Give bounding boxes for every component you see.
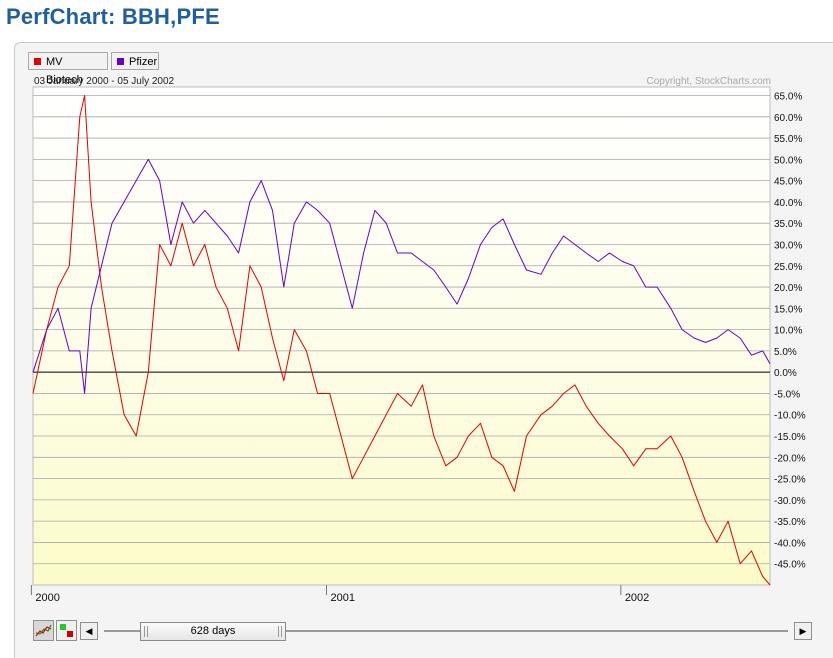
chart-toolbar: ◀ 628 days ▶ [0,620,833,648]
y-tick-label: 20.0% [774,283,802,294]
scroll-thumb[interactable]: 628 days [140,622,286,641]
y-tick-label: -40.0% [774,538,806,549]
days-label: 628 days [190,625,236,637]
legend-item-mv-biotech[interactable]: MV Biotech [28,52,108,86]
legend-label-pfizer: Pfizer [129,56,158,68]
arrow-left-icon: ◀ [85,625,93,636]
y-tick-label: -20.0% [774,453,806,464]
y-tick-label: 60.0% [774,113,802,124]
y-tick-label: 55.0% [774,134,802,145]
y-tick-label: -15.0% [774,432,806,443]
copyright: Copyright, StockCharts.com [647,76,772,87]
series-line-pfizer [32,158,771,394]
y-tick-label: -5.0% [774,389,800,400]
y-tick-label: -25.0% [774,475,806,486]
y-tick-label: 30.0% [774,240,802,251]
legend-label-mv-biotech: MV Biotech [46,56,83,86]
y-tick-label: 25.0% [774,262,802,273]
grip-left-icon [144,626,148,637]
perf-chart: 65.0% 60.0% 55.0% 50.0% 45.0% 40.0% 35.0% 30.0%… [30,76,806,604]
y-tick-label: 5.0% [774,347,797,358]
y-tick-label: -10.0% [774,411,806,422]
bar-chart-icon [60,624,73,637]
legend-swatch-pfizer [117,58,124,65]
y-tick-label: -35.0% [774,517,806,528]
page-title: PerfChart: BBH,PFE [6,4,220,29]
legend-item-pfizer[interactable]: Pfizer [111,52,159,70]
y-tick-label: 65.0% [774,92,802,103]
y-tick-label: 35.0% [774,219,802,230]
x-tick-label: 2001 [331,592,355,604]
y-tick-label: -30.0% [774,496,806,507]
chart-type-bar-button[interactable] [56,620,77,641]
y-tick-label: -45.0% [774,560,806,571]
y-tick-label: 45.0% [774,177,802,188]
chart-type-line-button[interactable] [33,620,54,641]
date-range: 03 January 2000 - 05 July 2002 [34,76,175,87]
legend-swatch-mv-biotech [34,58,41,65]
grip-right-icon [278,626,282,637]
arrow-right-icon: ▶ [799,625,807,636]
y-tick-label: 10.0% [774,326,802,337]
scroll-track[interactable] [104,630,788,632]
scroll-left-button[interactable]: ◀ [80,622,98,640]
y-tick-label: 50.0% [774,155,802,166]
series-line-mv-biotech [32,95,771,586]
y-tick-label: 40.0% [774,198,802,209]
x-tick-label: 2002 [625,592,649,604]
scroll-right-button[interactable]: ▶ [794,622,812,640]
plot-area [32,86,771,586]
line-chart-icon [35,624,52,637]
x-tick-label: 2000 [35,592,59,604]
y-tick-label: 15.0% [774,304,802,315]
y-tick-label: 0.0% [774,368,797,379]
